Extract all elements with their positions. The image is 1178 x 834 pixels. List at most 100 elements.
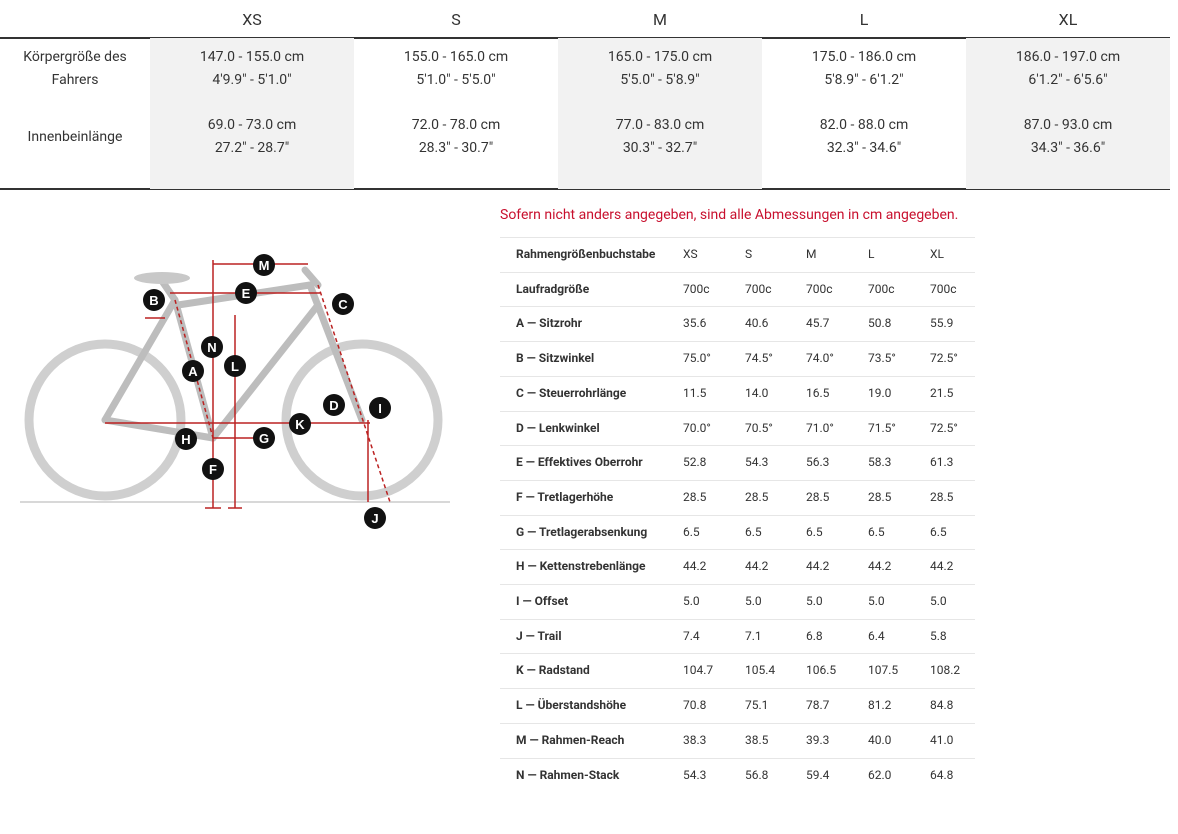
marker-label: D	[329, 398, 338, 413]
geometry-value: 74.5°	[745, 351, 773, 366]
size-value: 6'1.2" - 6'5.6"	[1028, 72, 1108, 88]
geometry-value: 6.5	[683, 524, 700, 539]
marker-dot	[182, 360, 204, 382]
geometry-value: 75.1	[745, 698, 769, 713]
geometry-value: 6.5	[745, 524, 762, 539]
marker-dot	[323, 394, 345, 416]
geometry-label: Laufradgröße	[516, 281, 590, 296]
geometry-value: 54.3	[745, 455, 769, 470]
geometry-value: 45.7	[806, 316, 830, 331]
geometry-value: 40.0	[868, 732, 892, 747]
geometry-value: 71.0°	[806, 420, 834, 435]
marker-dot	[201, 336, 223, 358]
size-value: 175.0 - 186.0 cm	[811, 49, 917, 65]
geometry-value: 64.8	[930, 767, 954, 782]
row-separator	[500, 237, 975, 238]
geometry-value: M	[806, 247, 817, 261]
geometry-label: Rahmengrößenbuchstabe	[516, 247, 656, 261]
geometry-value: 56.3	[806, 455, 830, 470]
geometry-label: I — Offset	[516, 594, 569, 608]
marker-label: G	[259, 431, 269, 446]
size-value: 72.0 - 78.0 cm	[411, 117, 501, 133]
geometry-value: 700c	[806, 281, 833, 296]
geometry-value: 14.0	[745, 385, 769, 400]
geometry-value: 700c	[868, 281, 895, 296]
geometry-value: 44.2	[683, 559, 707, 574]
size-value: 27.2" - 28.7"	[214, 140, 290, 156]
geometry-value: 70.0°	[683, 420, 711, 435]
geometry-value: 40.6	[745, 316, 769, 331]
size-value: 147.0 - 155.0 cm	[199, 49, 305, 65]
geometry-label: B — Sitzwinkel	[516, 351, 595, 366]
marker-dot	[175, 428, 197, 450]
geometry-value: 6.5	[806, 524, 823, 539]
marker-label: K	[295, 417, 305, 432]
marker-dot	[202, 458, 224, 480]
size-value: 186.0 - 197.0 cm	[1015, 49, 1121, 65]
marker-dot	[369, 397, 391, 419]
marker-label: M	[259, 258, 270, 273]
marker-label: H	[181, 432, 190, 447]
size-value: 77.0 - 83.0 cm	[615, 117, 705, 133]
geometry-value: 7.1	[745, 628, 762, 643]
geometry-value: 5.0	[868, 594, 885, 608]
geometry-value: 39.3	[806, 732, 830, 747]
bike	[24, 339, 443, 501]
geometry-label: C — Steuerrohrlänge	[516, 385, 627, 400]
column-shade	[558, 38, 762, 189]
geometry-value: 41.0	[930, 732, 954, 747]
geometry-value: 44.2	[868, 559, 892, 574]
geometry-label: D — Lenkwinkel	[516, 420, 600, 435]
geometry-value: 28.5	[683, 489, 707, 504]
geometry-value: 44.2	[806, 559, 830, 574]
size-header: XS	[242, 10, 262, 29]
geometry-value: 5.8	[930, 628, 947, 643]
geometry-value: 105.4	[745, 663, 776, 678]
row-separator	[500, 341, 975, 343]
row-separator	[500, 306, 975, 308]
geometry-value: 70.8	[683, 698, 707, 713]
row-separator	[500, 271, 975, 273]
size-value: 82.0 - 88.0 cm	[819, 117, 909, 133]
bike-diagram: ME B C NL A D I K H G F J	[20, 254, 450, 529]
marker-dot	[224, 355, 246, 377]
geometry-value: 6.4	[868, 628, 885, 643]
geometry-value: 28.5	[806, 489, 830, 504]
row-separator	[500, 584, 975, 585]
marker-dot	[143, 289, 165, 311]
geometry-value: 61.3	[930, 455, 954, 470]
geometry-value: 59.4	[806, 767, 830, 782]
geometry-value: 28.5	[745, 489, 769, 504]
geometry-value: 5.0	[683, 594, 700, 608]
row-label: Körpergröße des Fahrers	[23, 49, 127, 88]
geometry-value: 62.0	[868, 767, 892, 782]
geometry-value: 70.5°	[745, 420, 773, 435]
note: Sofern nicht anders angegeben, sind alle…	[500, 207, 959, 223]
row-separator	[500, 514, 975, 516]
geometry-value: 72.5°	[930, 351, 958, 366]
geometry-value: 104.7	[683, 663, 714, 678]
geometry-value: 73.5°	[868, 351, 896, 366]
size-value: 165.0 - 175.0 cm	[607, 49, 713, 65]
bottom-rule	[0, 188, 1170, 190]
geometry-value: S	[745, 247, 753, 261]
marker-dot	[364, 507, 386, 529]
marker-dot	[235, 282, 257, 304]
geometry-value: 54.3	[683, 767, 707, 782]
size-value: 28.3" - 30.7"	[418, 140, 494, 156]
row-separator	[500, 479, 975, 481]
geometry-value: 56.8	[745, 767, 769, 782]
marker-label: E	[242, 286, 251, 301]
geometry-value: 700c	[745, 281, 772, 296]
geometry-value: 700c	[930, 281, 957, 296]
row-separator	[500, 722, 975, 724]
geometry-label: G — Tretlagerabsenkung	[516, 524, 648, 539]
row-separator	[500, 653, 975, 655]
marker-dot	[289, 413, 311, 435]
geometry-value: 74.0°	[806, 351, 834, 366]
geometry-label: N — Rahmen-Stack	[516, 767, 620, 782]
marker-label: A	[188, 364, 198, 379]
geometry-value: 7.4	[683, 628, 700, 643]
geometry-value: 5.0	[806, 594, 823, 608]
